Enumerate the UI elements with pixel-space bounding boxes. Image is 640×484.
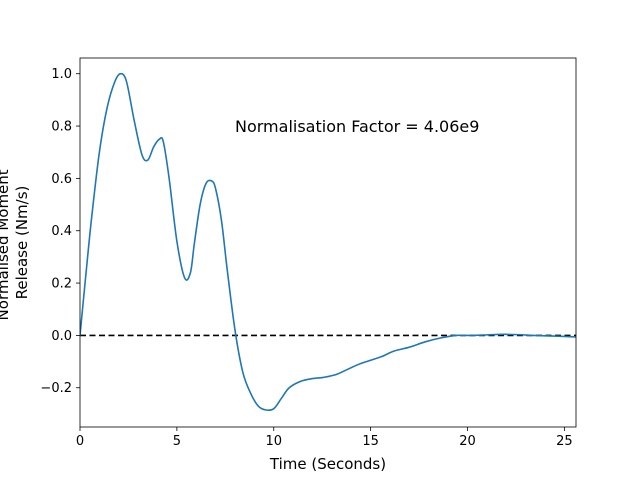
x-axis-label: Time (Seconds)	[269, 455, 386, 473]
x-tick-label: 0	[76, 434, 84, 449]
x-tick-label: 10	[265, 434, 282, 449]
y-tick-label: 0.4	[51, 224, 72, 239]
y-tick-label: 1.0	[51, 67, 72, 82]
x-tick-label: 20	[459, 434, 476, 449]
plot-layer	[80, 72, 576, 412]
y-axis-label-line-2: Release (Nm/s)	[13, 186, 31, 300]
x-tick-label: 25	[556, 434, 573, 449]
series-line-0	[80, 72, 576, 412]
y-tick-label: 0.8	[51, 120, 72, 135]
x-tick-label: 5	[173, 434, 181, 449]
x-tick-label: 15	[362, 434, 379, 449]
y-tick-label: 0.0	[51, 329, 72, 344]
y-axis-label-line-1: Normalised Moment	[0, 169, 12, 320]
normalisation-annotation: Normalisation Factor = 4.06e9	[235, 117, 479, 136]
y-tick-label: 0.2	[51, 277, 72, 292]
tick-layer: 0 5 10 15 20 25 −0.2 0.0 0.2 0.4 0.6 0.8 1.0	[40, 67, 572, 449]
y-tick-label: −0.2	[40, 381, 72, 396]
axes-frame	[79, 57, 577, 428]
y-axis-label: Normalised Moment Release (Nm/s)	[0, 165, 31, 321]
y-tick-label: 0.6	[51, 172, 72, 187]
